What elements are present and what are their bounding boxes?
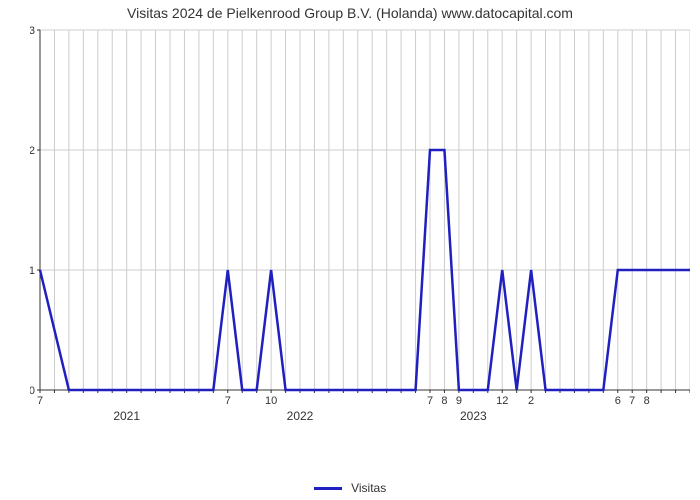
svg-text:8: 8 (644, 395, 650, 407)
chart-svg: 01237710789122678202120222023 (30, 25, 690, 430)
chart-title: Visitas 2024 de Pielkenrood Group B.V. (… (0, 5, 700, 21)
svg-text:6: 6 (615, 395, 621, 407)
chart-plot-area: 01237710789122678202120222023 (30, 25, 690, 430)
svg-text:2021: 2021 (113, 409, 140, 423)
svg-text:3: 3 (30, 25, 35, 37)
legend-label: Visitas (351, 481, 386, 495)
chart-container: Visitas 2024 de Pielkenrood Group B.V. (… (0, 0, 700, 500)
svg-text:2: 2 (30, 145, 35, 157)
svg-text:7: 7 (629, 395, 635, 407)
svg-text:1: 1 (30, 265, 35, 277)
svg-text:12: 12 (496, 395, 508, 407)
chart-legend: Visitas (0, 481, 700, 495)
svg-text:8: 8 (441, 395, 447, 407)
svg-text:2023: 2023 (460, 409, 487, 423)
svg-text:7: 7 (427, 395, 433, 407)
svg-text:0: 0 (30, 385, 35, 397)
svg-text:2022: 2022 (287, 409, 314, 423)
svg-text:7: 7 (37, 395, 43, 407)
legend-swatch (314, 487, 342, 490)
svg-text:7: 7 (225, 395, 231, 407)
svg-text:2: 2 (528, 395, 534, 407)
svg-text:9: 9 (456, 395, 462, 407)
svg-text:10: 10 (265, 395, 277, 407)
